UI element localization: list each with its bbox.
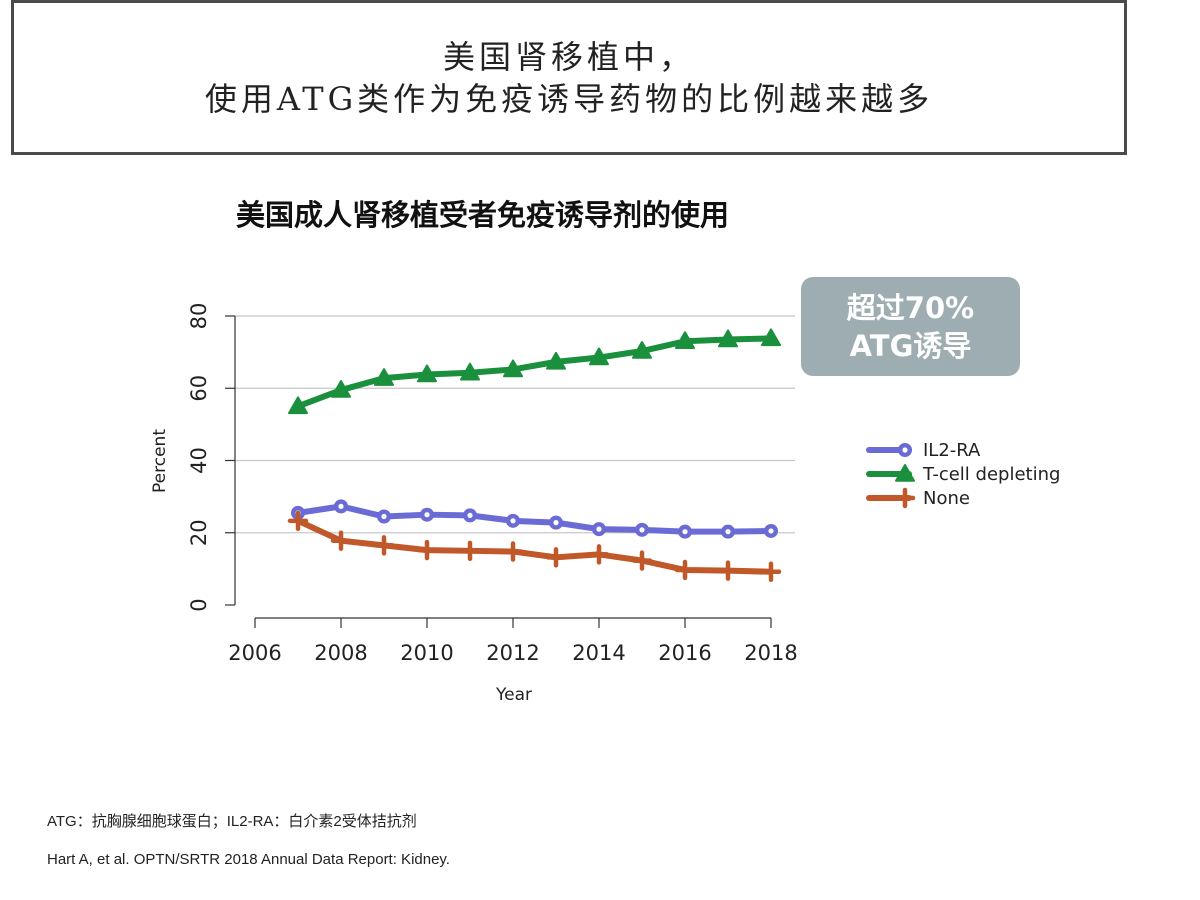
data-point-none — [330, 530, 352, 551]
y-tick-label: 60 — [187, 375, 211, 402]
callout-line2: ATG诱导 — [849, 328, 972, 363]
x-tick-label: 2006 — [228, 641, 281, 665]
x-tick-label: 2008 — [314, 641, 367, 665]
series-line-t-cell-depleting — [295, 335, 774, 410]
data-point-none — [459, 540, 481, 562]
legend-marker — [894, 487, 916, 509]
footnote-reference: Hart A, et al. OPTN/SRTR 2018 Annual Dat… — [47, 851, 450, 868]
data-point-t-cell-depleting — [503, 359, 523, 378]
data-point-none — [287, 510, 309, 532]
header-title-line1: 美国肾移植中， — [442, 37, 695, 76]
data-point-t-cell-depleting — [331, 380, 351, 398]
data-point-il2-ra-center — [424, 512, 430, 518]
header-box: 美国肾移植中， 使用ATG类作为免疫诱导药物的比例越来越多 — [11, 0, 1127, 155]
data-point-none — [545, 547, 567, 568]
data-point-none — [674, 559, 696, 581]
x-axis-label: Year — [495, 685, 532, 705]
data-point-none — [631, 550, 653, 571]
data-point-il2-ra-center — [596, 526, 602, 532]
data-point-il2-ra-center — [725, 529, 731, 535]
x-tick-label: 2016 — [658, 641, 711, 665]
callout-line1: 超过70% — [846, 290, 975, 325]
y-tick-label: 20 — [187, 519, 211, 546]
data-point-il2-ra-center — [639, 527, 645, 533]
series-line-il2-ra — [295, 503, 774, 535]
legend-label: T-cell depleting — [922, 464, 1060, 485]
data-point-none — [502, 541, 524, 562]
data-point-t-cell-depleting — [675, 331, 695, 350]
data-point-t-cell-depleting — [589, 347, 609, 366]
legend-label: IL2-RA — [923, 440, 981, 461]
data-point-il2-ra-center — [338, 503, 344, 509]
data-point-il2-ra-center — [768, 528, 774, 534]
series-line-none — [295, 517, 774, 575]
data-point-t-cell-depleting — [632, 341, 652, 359]
data-point-il2-ra-center — [682, 529, 688, 535]
data-point-t-cell-depleting — [718, 329, 738, 348]
x-tick-label: 2010 — [400, 641, 453, 665]
data-point-none — [416, 539, 438, 561]
data-point-t-cell-depleting — [546, 351, 566, 370]
data-point-none — [588, 544, 610, 565]
data-point-il2-ra-center — [467, 512, 473, 519]
legend-label: None — [923, 488, 970, 509]
y-tick-label: 80 — [187, 303, 211, 330]
x-tick-label: 2012 — [486, 641, 539, 665]
x-tick-label: 2014 — [572, 641, 625, 665]
header-title-line2: 使用ATG类作为免疫诱导药物的比例越来越多 — [204, 79, 934, 118]
data-point-t-cell-depleting — [374, 368, 394, 386]
data-point-none — [717, 560, 739, 581]
data-point-il2-ra-center — [381, 513, 387, 520]
footnote-abbreviations: ATG：抗胸腺细胞球蛋白；IL2-RA：白介素2受体拮抗剂 — [47, 813, 417, 830]
chart-title: 美国成人肾移植受者免疫诱导剂的使用 — [236, 198, 730, 232]
data-point-t-cell-depleting — [761, 328, 781, 347]
y-tick-label: 0 — [187, 598, 211, 611]
callout-badge: 超过70% ATG诱导 — [801, 277, 1020, 376]
y-axis-label: Percent — [150, 429, 170, 493]
data-point-t-cell-depleting — [417, 364, 437, 383]
data-point-t-cell-depleting — [288, 396, 308, 415]
x-tick-label: 2018 — [744, 641, 797, 665]
legend-marker — [895, 464, 915, 482]
data-point-none — [760, 561, 782, 583]
legend-marker-center — [902, 447, 908, 453]
data-point-t-cell-depleting — [460, 362, 480, 381]
y-tick-label: 40 — [187, 447, 211, 474]
data-point-none — [373, 535, 395, 556]
data-point-il2-ra-center — [510, 518, 516, 524]
data-point-il2-ra-center — [553, 520, 559, 526]
